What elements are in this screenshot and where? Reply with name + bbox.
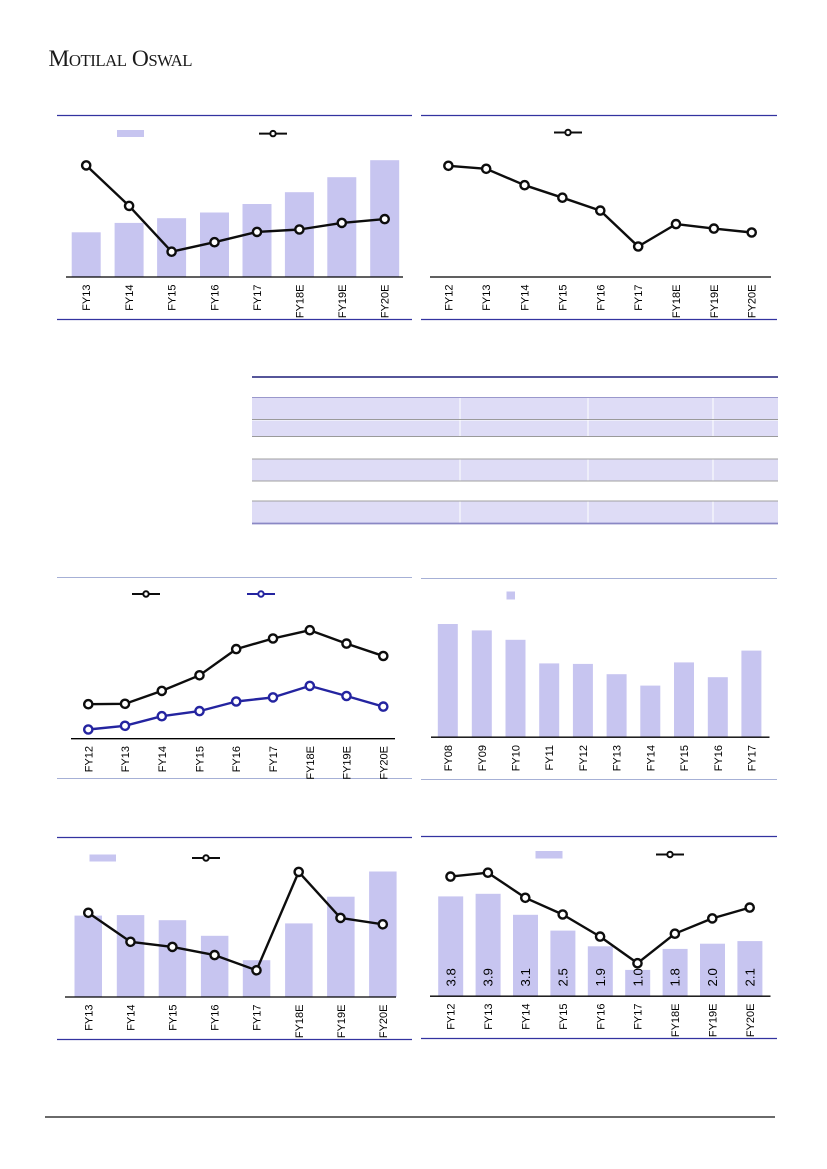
svg-text:3.1: 3.1: [518, 968, 533, 986]
svg-text:FY16: FY16: [210, 1005, 222, 1031]
svg-text:FY15: FY15: [167, 1005, 179, 1031]
svg-text:FY17: FY17: [746, 745, 758, 771]
svg-text:FY17: FY17: [633, 1004, 645, 1030]
svg-text:2.1: 2.1: [743, 968, 758, 986]
svg-text:FY18E: FY18E: [294, 285, 306, 319]
svg-text:FY20E: FY20E: [380, 285, 392, 319]
svg-text:2.0: 2.0: [705, 968, 720, 986]
svg-text:FY19E: FY19E: [336, 1005, 348, 1039]
svg-text:FY15: FY15: [167, 285, 179, 311]
svg-text:FY18E: FY18E: [670, 1004, 682, 1038]
svg-text:FY16: FY16: [231, 746, 243, 772]
svg-text:FY08: FY08: [443, 745, 455, 771]
svg-text:FY13: FY13: [120, 746, 132, 772]
svg-text:FY15: FY15: [679, 745, 691, 771]
svg-text:FY19E: FY19E: [342, 746, 354, 780]
svg-text:MOTILAL OSWAL: MOTILAL OSWAL: [49, 46, 193, 72]
svg-text:FY12: FY12: [446, 1004, 458, 1030]
svg-text:FY18E: FY18E: [671, 285, 683, 319]
svg-text:3.8: 3.8: [443, 968, 458, 986]
svg-text:FY16: FY16: [210, 285, 222, 311]
svg-text:FY17: FY17: [252, 285, 264, 311]
svg-text:2.5: 2.5: [556, 968, 571, 986]
svg-text:FY17: FY17: [268, 746, 280, 772]
svg-text:FY13: FY13: [483, 1004, 495, 1030]
svg-text:FY12: FY12: [443, 285, 455, 311]
svg-text:FY19E: FY19E: [708, 1004, 720, 1038]
svg-text:FY18E: FY18E: [305, 746, 317, 780]
svg-text:1.8: 1.8: [668, 968, 683, 986]
svg-text:FY13: FY13: [81, 285, 93, 311]
svg-text:FY15: FY15: [558, 1004, 570, 1030]
svg-text:FY12: FY12: [83, 746, 95, 772]
svg-text:FY13: FY13: [612, 745, 624, 771]
svg-text:FY17: FY17: [633, 285, 645, 311]
svg-text:FY20E: FY20E: [378, 1005, 390, 1039]
svg-text:1.0: 1.0: [630, 968, 645, 986]
svg-text:FY16: FY16: [595, 285, 607, 311]
svg-text:FY14: FY14: [521, 1004, 533, 1030]
svg-text:FY14: FY14: [124, 285, 136, 311]
svg-text:FY20E: FY20E: [747, 285, 759, 319]
svg-text:FY17: FY17: [252, 1005, 264, 1031]
svg-text:FY13: FY13: [83, 1005, 95, 1031]
svg-text:FY09: FY09: [477, 745, 489, 771]
svg-text:FY15: FY15: [195, 746, 207, 772]
svg-text:FY14: FY14: [157, 746, 169, 772]
svg-text:FY14: FY14: [126, 1005, 138, 1031]
svg-text:FY13: FY13: [481, 285, 493, 311]
svg-text:3.9: 3.9: [481, 968, 496, 986]
svg-text:FY12: FY12: [578, 745, 590, 771]
svg-text:FY20E: FY20E: [745, 1004, 757, 1038]
svg-text:FY19E: FY19E: [337, 285, 349, 319]
svg-text:FY19E: FY19E: [709, 285, 721, 319]
svg-text:FY11: FY11: [544, 745, 556, 770]
svg-text:FY15: FY15: [557, 285, 569, 311]
svg-text:FY10: FY10: [511, 745, 523, 771]
svg-text:FY14: FY14: [645, 745, 657, 771]
svg-text:FY18E: FY18E: [294, 1005, 306, 1039]
svg-text:FY14: FY14: [520, 285, 532, 311]
svg-text:FY16: FY16: [713, 745, 725, 771]
svg-text:FY16: FY16: [595, 1004, 607, 1030]
svg-text:FY20E: FY20E: [378, 746, 390, 780]
svg-text:1.9: 1.9: [593, 968, 608, 986]
